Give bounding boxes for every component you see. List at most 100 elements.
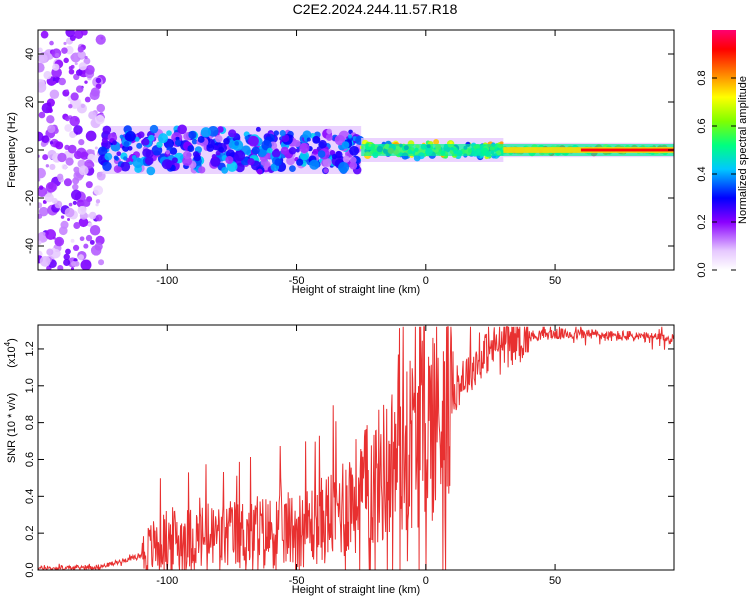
heatmap-cell: [347, 134, 353, 139]
heatmap-cell: [51, 197, 58, 204]
heatmap-cell: [293, 139, 301, 148]
heatmap-cell: [295, 148, 300, 153]
heatmap-cell: [323, 168, 329, 174]
heatmap-cell: [41, 135, 50, 144]
heatmap-cell: [45, 164, 50, 168]
snr-multiplier-base: (x10: [6, 346, 18, 367]
colorbar: 0.0 0.2 0.4 0.6 0.8 Normalized spectral ampl…: [696, 30, 749, 278]
heatmap-cell: [83, 243, 89, 249]
snr-line: [38, 326, 674, 570]
heatmap-cell: [288, 147, 297, 155]
heatmap-cell: [255, 126, 261, 132]
heatmap-cell: [102, 161, 112, 172]
heatmap-cell: [228, 129, 237, 138]
heatmap-cell: [317, 150, 326, 158]
heatmap-cell: [70, 238, 75, 243]
heatmap-cell: [73, 150, 83, 160]
heatmap-cell: [144, 156, 154, 166]
heatmap-cell: [70, 92, 79, 101]
heatmap-cell: [77, 50, 86, 59]
heatmap-cell: [142, 148, 152, 158]
heatmap-cell: [191, 138, 198, 145]
heatmap-cell: [63, 253, 70, 261]
heatmap-cell: [78, 217, 89, 228]
heatmap-cell: [274, 158, 282, 166]
snr-x-ticks: -100 -50 0 50: [156, 325, 561, 587]
heatmap-cell: [38, 185, 44, 190]
heatmap-cell: [82, 199, 91, 207]
heatmap-cell: [64, 124, 73, 132]
heatmap-cell: [67, 217, 71, 222]
heatmap-cell: [88, 111, 97, 120]
heatmap-cell: [43, 70, 52, 80]
spectrogram-heatmap: [38, 30, 674, 270]
heatmap-cell: [47, 102, 52, 107]
heatmap-cell: [158, 133, 169, 144]
heatmap-cell: [68, 202, 73, 207]
heatmap-cell: [74, 30, 84, 40]
y-tick-label: 20: [24, 96, 36, 108]
heatmap-cell: [251, 146, 260, 155]
heatmap-cell: [55, 141, 64, 150]
colorbar-tick-label: 0.0: [696, 262, 708, 277]
heatmap-cell: [211, 154, 217, 160]
heatmap-cell: [46, 248, 54, 256]
heatmap-cell: [95, 77, 102, 84]
spectrogram-x-ticks: -100 -50 0 50: [156, 30, 561, 287]
colorbar-ticks: 0.0 0.2 0.4 0.6 0.8: [696, 70, 736, 278]
y-tick-label: 0.6: [24, 452, 36, 467]
colorbar-tick-label: 0.6: [696, 118, 708, 133]
heatmap-cell: [72, 200, 77, 205]
heatmap-cell: [42, 154, 49, 161]
colorbar-gradient: [712, 30, 736, 270]
heatmap-cell: [120, 161, 131, 172]
heatmap-cell: [68, 68, 75, 75]
heatmap-cell: [63, 41, 67, 46]
heatmap-cell: [123, 156, 128, 161]
y-tick-label: 40: [24, 48, 36, 60]
heatmap-cell: [89, 239, 95, 245]
heatmap-cell: [84, 55, 88, 60]
heatmap-cell: [113, 155, 119, 160]
heatmap-cell: [56, 173, 64, 181]
snr-series: [38, 326, 674, 570]
heatmap-cell: [95, 199, 101, 204]
heatmap-cell: [215, 135, 223, 143]
heatmap-cell: [169, 147, 178, 155]
heatmap-cell: [188, 130, 197, 140]
heatmap-cell: [271, 149, 281, 158]
heatmap-cell: [299, 142, 310, 154]
heatmap-cell: [95, 83, 102, 90]
heatmap-cell: [349, 161, 358, 170]
heatmap-cell: [449, 141, 453, 145]
heatmap-cell: [70, 189, 82, 201]
heatmap-cell: [64, 207, 75, 218]
heatmap-cell: [75, 69, 83, 76]
heatmap-cell: [123, 141, 130, 147]
heatmap-cell: [73, 222, 81, 229]
snr-frame: [37, 324, 675, 571]
heatmap-cell: [52, 80, 57, 85]
heatmap-cell: [63, 57, 69, 64]
heatmap-cell: [137, 131, 145, 139]
heatmap-cell: [49, 163, 56, 170]
heatmap-cell: [174, 139, 182, 146]
heatmap-cell: [165, 149, 170, 155]
spectrogram-y-ticks: -40 -20 0 20 40: [24, 48, 674, 254]
heatmap-cell: [71, 260, 77, 267]
heatmap-cell: [312, 148, 319, 155]
heatmap-cell: [96, 103, 106, 113]
heatmap-cell: [177, 124, 187, 135]
heatmap-cell: [182, 150, 192, 160]
heatmap-cell: [44, 192, 54, 203]
chart-title: C2E2.2024.244.11.57.R18: [293, 1, 458, 17]
heatmap-cell: [161, 159, 173, 170]
heatmap-cell: [63, 165, 68, 170]
x-tick-label: -100: [156, 275, 178, 287]
heatmap-cell: [281, 134, 290, 143]
snr-multiplier: (x104): [3, 338, 18, 368]
heatmap-cell: [87, 222, 93, 228]
heatmap-cell: [149, 124, 159, 134]
svg-text:(x104): (x104): [3, 338, 18, 368]
heatmap-cell: [148, 134, 155, 142]
